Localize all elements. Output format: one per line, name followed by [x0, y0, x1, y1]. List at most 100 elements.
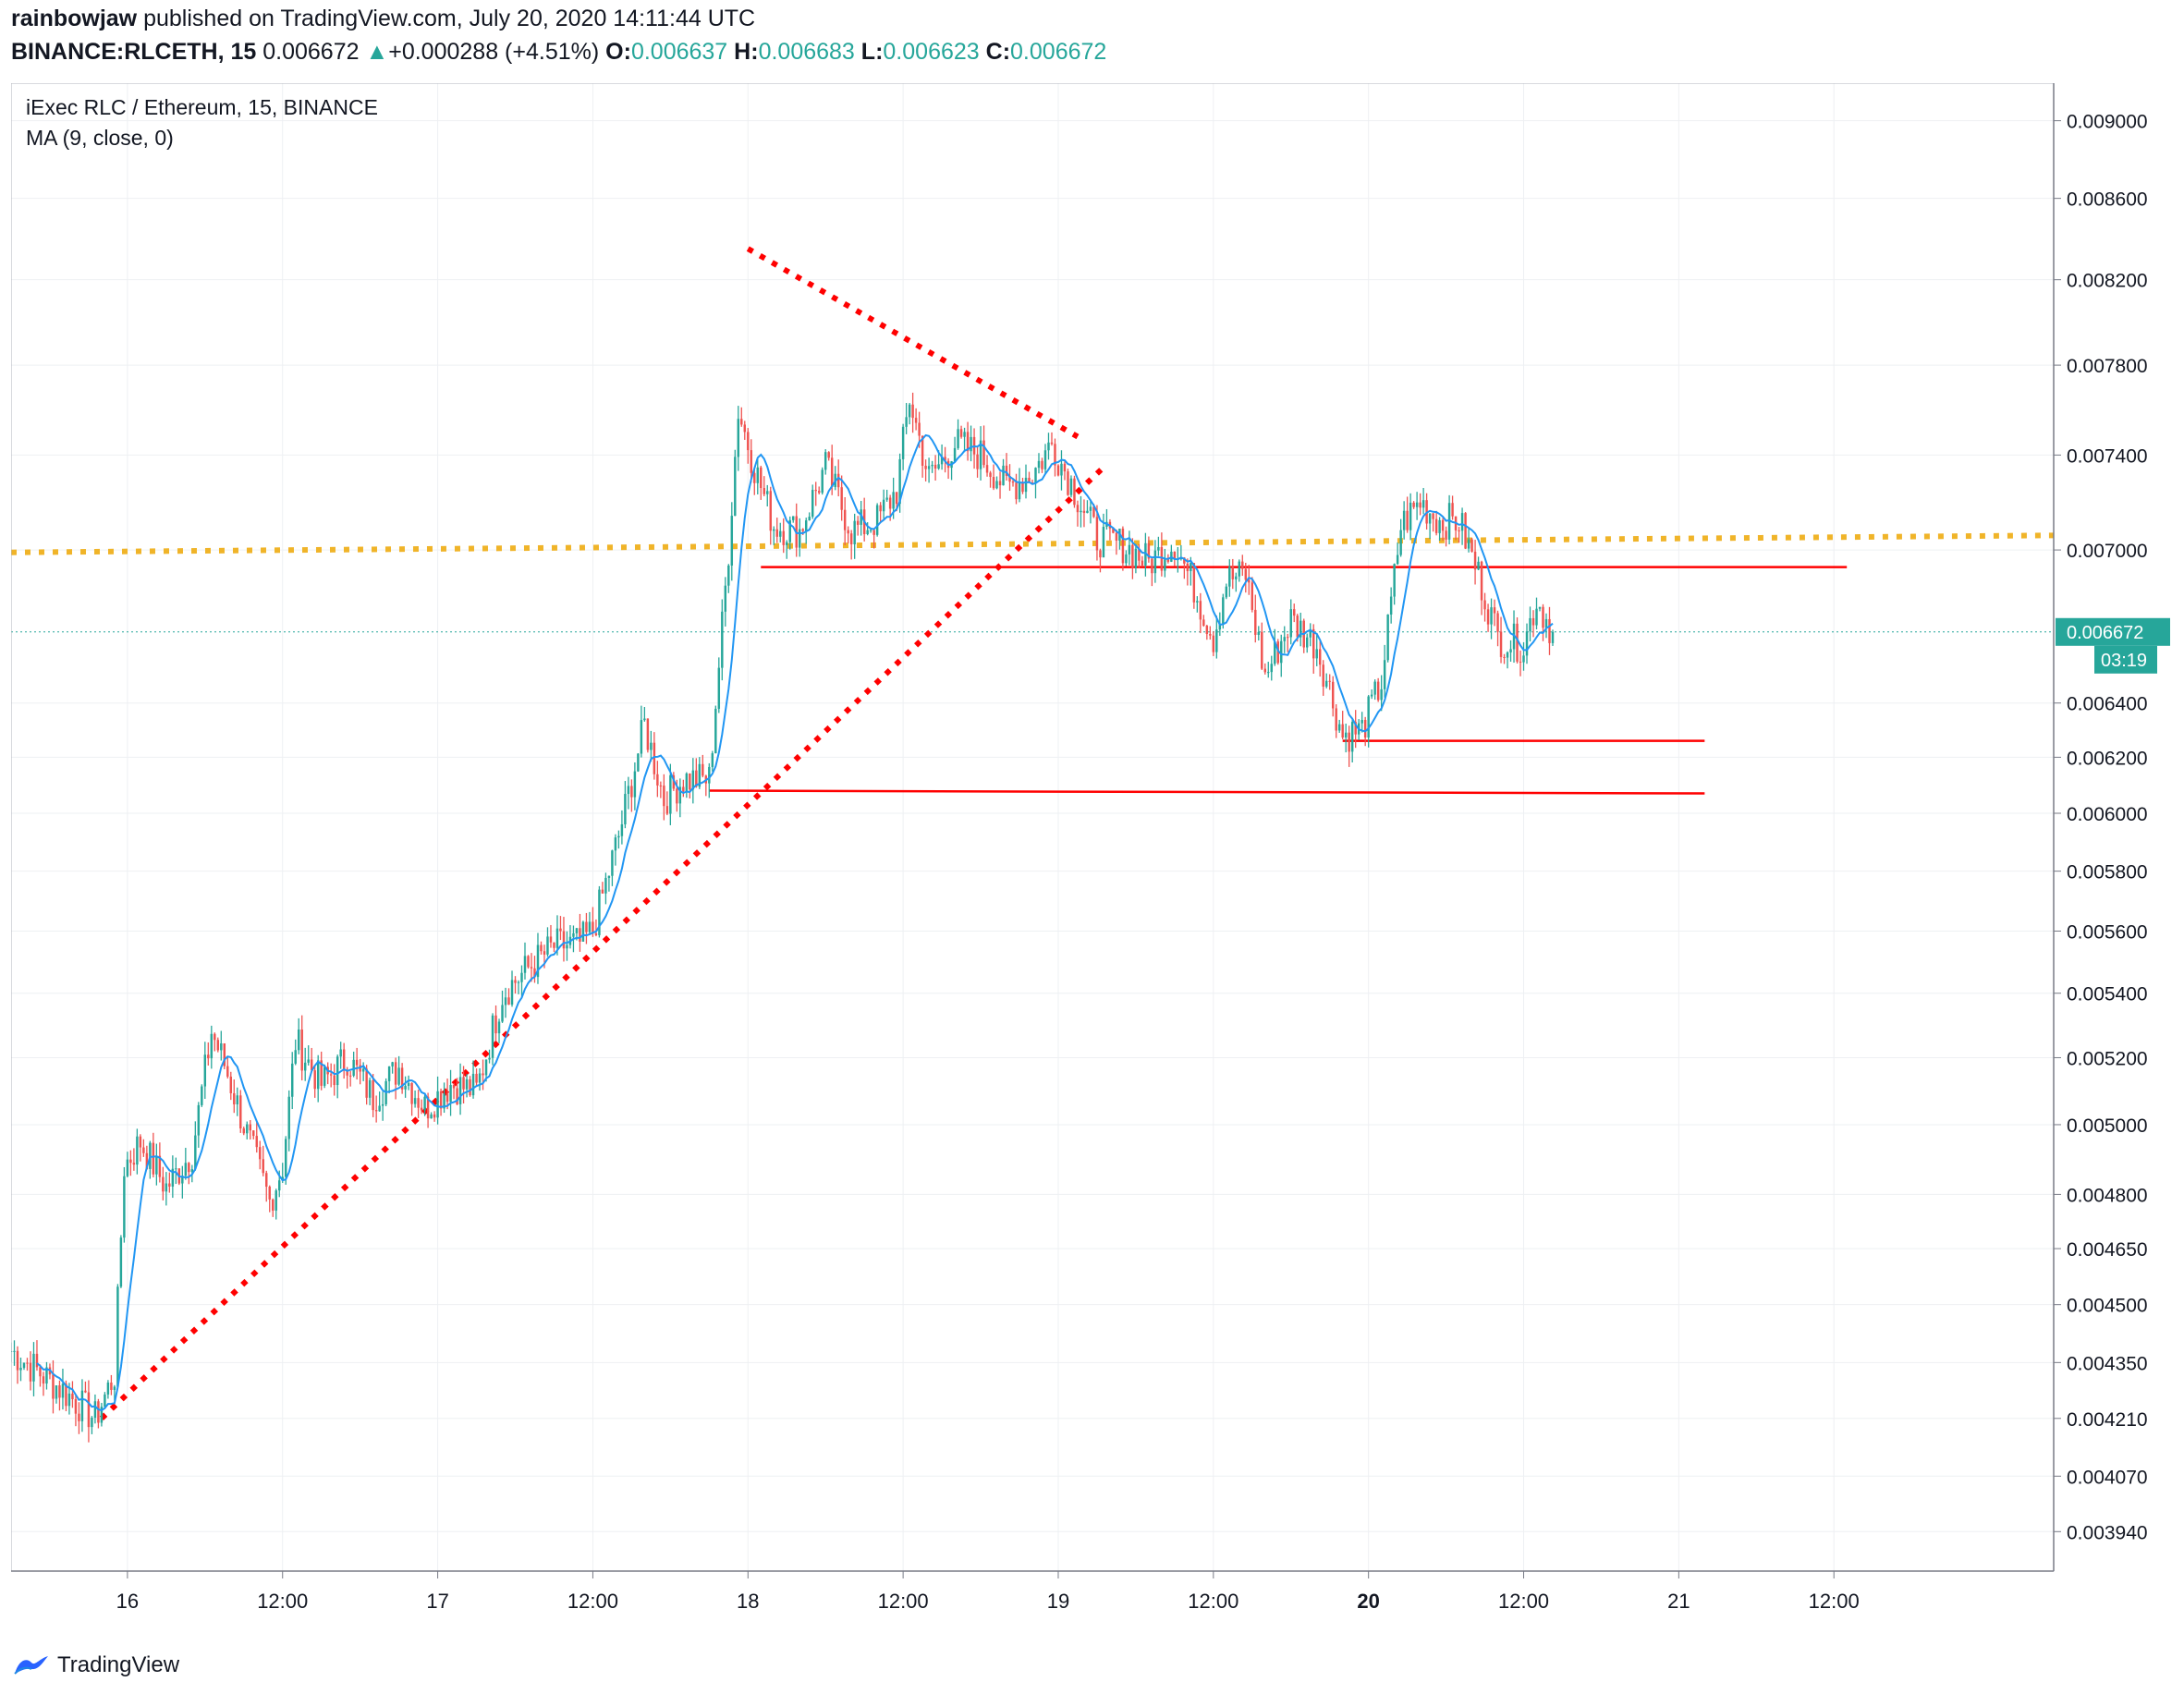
- candle-body: [737, 419, 740, 457]
- candle: [291, 1052, 294, 1110]
- candle-body: [895, 492, 898, 505]
- candle-body: [970, 436, 972, 452]
- candle-body: [643, 718, 646, 721]
- y-tick-label: 0.004500: [2067, 1296, 2148, 1317]
- candle: [1050, 432, 1054, 446]
- candle: [553, 942, 555, 953]
- candle-body: [374, 1110, 378, 1112]
- candle-body: [171, 1168, 175, 1187]
- candle: [501, 990, 504, 1023]
- candle-body: [1428, 513, 1432, 524]
- candle-body: [1257, 631, 1261, 635]
- candle: [39, 1364, 42, 1387]
- candle-body: [698, 763, 702, 787]
- candle-body: [1254, 609, 1257, 635]
- candle: [911, 392, 914, 433]
- candle-body: [633, 771, 637, 798]
- candle: [1499, 616, 1503, 664]
- candle-body: [307, 1059, 310, 1063]
- candle: [1047, 433, 1050, 460]
- candle: [1105, 508, 1108, 530]
- candle: [1380, 675, 1383, 712]
- candle: [433, 1111, 436, 1122]
- candle-body: [553, 942, 555, 948]
- candle: [763, 476, 765, 496]
- candle: [165, 1172, 168, 1206]
- candle: [132, 1148, 136, 1171]
- candle: [488, 1049, 491, 1064]
- candle-body: [646, 718, 650, 750]
- candle: [1095, 505, 1099, 561]
- candle: [627, 776, 630, 810]
- candle-body: [181, 1176, 184, 1184]
- candle: [1125, 550, 1128, 567]
- candle-body: [400, 1067, 404, 1090]
- candle: [61, 1369, 65, 1410]
- plot-border: [10, 82, 2055, 1572]
- candle-body: [1299, 620, 1302, 638]
- candle-body: [853, 520, 856, 544]
- candle: [856, 516, 860, 536]
- candle-body: [1344, 732, 1348, 738]
- candle-body: [708, 766, 711, 784]
- y-tick-label: 0.005200: [2067, 1048, 2148, 1069]
- candle: [155, 1143, 158, 1186]
- candle-body: [1289, 609, 1292, 638]
- price-chart[interactable]: 0.009000 0.008600 0.008200 0.007800 0.007400…: [9, 82, 2174, 1654]
- y-tick-label: 0.006400: [2067, 694, 2148, 715]
- candle-body: [830, 457, 834, 487]
- candle: [1441, 518, 1445, 541]
- candle: [517, 980, 520, 994]
- candle-body: [546, 936, 549, 955]
- candle: [207, 1042, 210, 1066]
- moving-average: [36, 433, 1554, 1412]
- footer-brand[interactable]: TradingView: [13, 1647, 179, 1684]
- author-name[interactable]: rainbowjaw: [11, 6, 138, 31]
- candle-body: [155, 1155, 158, 1175]
- candle: [184, 1147, 188, 1180]
- candle-body: [210, 1033, 214, 1059]
- candle: [1432, 512, 1434, 532]
- candle: [507, 988, 510, 1005]
- candle: [792, 516, 795, 523]
- candle-body: [1306, 637, 1309, 648]
- candle-body: [504, 997, 507, 1005]
- candle-body: [1209, 633, 1212, 636]
- candle: [1254, 594, 1257, 643]
- candle: [136, 1128, 139, 1175]
- candle-body: [734, 457, 737, 517]
- candle: [933, 455, 937, 481]
- candle: [1376, 677, 1380, 702]
- candle: [119, 1235, 123, 1288]
- candle-body: [743, 424, 747, 433]
- candle-body: [168, 1183, 171, 1187]
- candle-body: [417, 1098, 420, 1108]
- candle: [469, 1076, 471, 1097]
- candle: [478, 1067, 482, 1091]
- candle-body: [1225, 586, 1228, 598]
- candle-body: [316, 1060, 320, 1090]
- candle-body: [1283, 637, 1286, 641]
- candle: [814, 481, 817, 506]
- candle-body: [1337, 724, 1341, 731]
- candle-body: [1095, 517, 1099, 551]
- candle: [931, 460, 933, 473]
- x-tick-label: 12:00: [567, 1590, 618, 1613]
- candle-body: [905, 417, 908, 427]
- candle: [1170, 544, 1173, 563]
- candle-body: [611, 850, 614, 876]
- candle-body: [426, 1096, 430, 1119]
- candle: [1483, 592, 1486, 622]
- candle-body: [1238, 561, 1241, 577]
- candle-body: [445, 1093, 449, 1103]
- candle: [35, 1340, 39, 1371]
- chart-frame[interactable]: 0.009000 0.008600 0.008200 0.007800 0.007400…: [9, 82, 2174, 1654]
- candle-body: [129, 1159, 132, 1164]
- indicator-label[interactable]: MA (9, close, 0): [26, 126, 174, 150]
- candle: [821, 467, 824, 495]
- candle: [640, 705, 643, 758]
- candle-body: [1153, 550, 1157, 574]
- x-tick-label: 20: [1357, 1590, 1379, 1613]
- candle-body: [407, 1082, 410, 1086]
- drawings[interactable]: [10, 246, 2055, 1420]
